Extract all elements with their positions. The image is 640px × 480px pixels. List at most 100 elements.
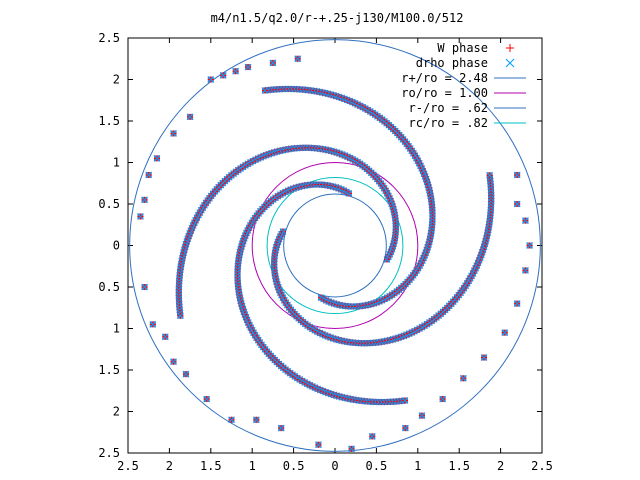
y-tick-label: 1 [113, 156, 120, 170]
drho-phase-mark [402, 424, 409, 432]
data-point [261, 87, 269, 94]
y-tick-label: 2.5 [98, 31, 120, 45]
data-point [522, 217, 529, 224]
drho-phase-mark [203, 395, 211, 403]
legend-plus-sample [506, 44, 514, 52]
data-point [141, 283, 148, 291]
drho-phase-mark [149, 320, 157, 328]
data-point [526, 242, 533, 249]
drho-phase-mark [480, 354, 488, 361]
data-point [513, 300, 521, 307]
drho-phase-mark [513, 300, 521, 307]
data-point [153, 154, 161, 162]
data-point [228, 416, 235, 424]
legend-label: rc/ro = .82 [409, 116, 488, 130]
y-tick-label: 2 [113, 405, 120, 419]
data-point [368, 433, 376, 440]
drho-phase-mark [153, 154, 161, 162]
x-tick-label: 2.5 [117, 459, 139, 473]
y-tick-label: 0.5 [98, 197, 120, 211]
drho-phase-mark [252, 416, 260, 424]
y-axis: 2.5 2 1.5 1 0.5 0 0.5 1 1.5 2 2.5 [98, 31, 542, 460]
x-tick-label: 2.5 [531, 459, 553, 473]
data-point [348, 445, 355, 453]
y-tick-label: 2 [113, 73, 120, 87]
data-point [170, 358, 177, 366]
data-point [277, 424, 285, 432]
data-point [182, 370, 190, 378]
data-point [145, 171, 153, 179]
data-point [522, 267, 529, 274]
drho-phase-mark [186, 113, 194, 121]
drho-phase-mark [207, 76, 215, 83]
data-point [480, 354, 488, 361]
drho-phase-mark [522, 217, 529, 224]
data-point [513, 200, 521, 208]
drho-phase-mark [522, 267, 529, 274]
data-point [149, 320, 157, 328]
data-point [439, 395, 446, 403]
legend-label: drho phase [416, 56, 488, 70]
data-point [486, 171, 493, 179]
drho-phase-mark [459, 374, 467, 382]
drho-phase-mark [269, 59, 277, 67]
y-tick-label: 1.5 [98, 363, 120, 377]
circle-r+ [129, 39, 541, 452]
x-tick-label: 0 [331, 459, 338, 473]
circle-r- [283, 193, 387, 298]
data-point [315, 441, 322, 449]
drho-phase-mark [401, 397, 409, 404]
drho-phase-mark [348, 445, 355, 453]
data-point [219, 71, 227, 79]
x-tick-label: 2 [166, 459, 173, 473]
y-tick-label: 1.5 [98, 114, 120, 128]
drho-phase-mark [232, 67, 239, 75]
x-tick-label: 0.5 [283, 459, 305, 473]
y-tick-label: 0 [113, 239, 120, 253]
drho-phase-mark [439, 395, 446, 403]
data-point [141, 196, 148, 204]
data-point [459, 374, 467, 382]
drho-phase-mark [228, 416, 235, 424]
circle-ro [251, 162, 419, 329]
drho-phase-mark [182, 370, 190, 378]
drho-phase-mark [141, 283, 148, 291]
drho-phase-mark [501, 329, 509, 337]
drho-phase-mark [513, 171, 521, 179]
data-point [269, 59, 277, 67]
y-tick-label: 0.5 [98, 280, 120, 294]
data-point [170, 130, 177, 137]
data-point [232, 67, 239, 75]
x-axis: 2.5 2 1.5 1 0.5 0 0.5 1 1.5 2 2.5 [117, 38, 553, 473]
drho-phase-mark [141, 196, 148, 204]
x-tick-label: 1.5 [200, 459, 222, 473]
y-tick-label: 1 [113, 322, 120, 336]
drho-phase-mark [170, 358, 177, 366]
x-tick-label: 1.5 [448, 459, 470, 473]
drho-phase-mark [513, 200, 521, 208]
data-point [402, 424, 409, 432]
drho-phase-mark [418, 412, 426, 420]
drho-phase-mark [294, 55, 302, 63]
data-point [161, 333, 169, 341]
drho-phase-mark [486, 171, 493, 179]
legend-label: r-/ro = .62 [409, 101, 488, 115]
y-tick-label: 2.5 [98, 446, 120, 460]
drho-phase-mark [526, 242, 533, 249]
drho-phase-mark [145, 171, 153, 179]
legend-label: r+/ro = 2.48 [401, 71, 488, 85]
x-tick-label: 0.5 [366, 459, 388, 473]
data-point [244, 63, 252, 71]
legend-label: ro/ro = 1.00 [401, 86, 488, 100]
drho-phase-mark [261, 87, 269, 94]
data-point [501, 329, 509, 337]
data-points [137, 55, 533, 453]
x-tick-label: 1 [414, 459, 421, 473]
data-point [401, 397, 409, 404]
legend-label: W phase [437, 41, 488, 55]
x-tick-label: 2 [497, 459, 504, 473]
data-point [207, 76, 215, 83]
drho-phase-mark [161, 333, 169, 341]
